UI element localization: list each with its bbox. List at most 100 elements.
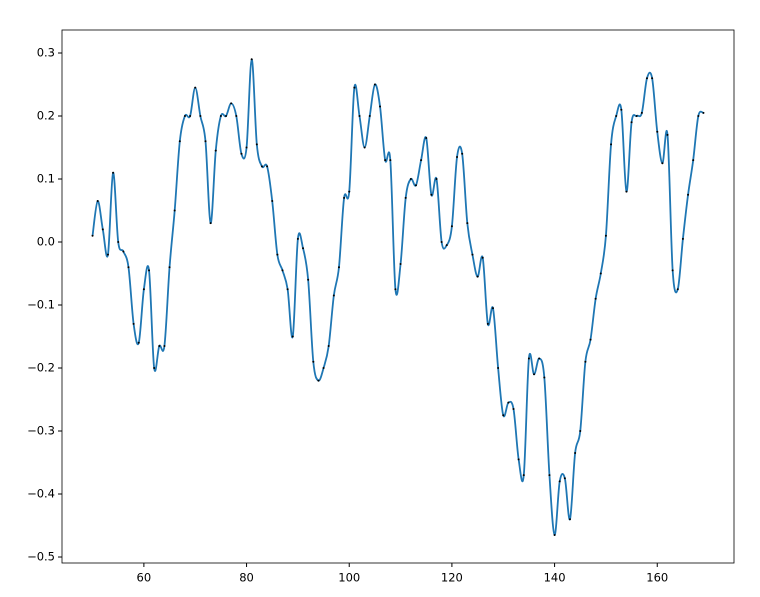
marker: [651, 77, 654, 80]
marker: [276, 253, 279, 256]
marker: [630, 121, 633, 124]
marker: [199, 114, 202, 117]
y-tick-label: −0.3: [27, 424, 55, 438]
marker: [538, 357, 541, 360]
marker: [235, 114, 238, 117]
marker: [153, 367, 156, 370]
marker: [461, 152, 464, 155]
marker: [255, 143, 258, 146]
x-tick-label: 140: [544, 571, 566, 585]
y-tick-label: −0.5: [27, 550, 55, 564]
marker: [96, 200, 99, 203]
marker: [281, 269, 284, 272]
marker: [687, 193, 690, 196]
marker: [450, 225, 453, 228]
marker: [219, 114, 222, 117]
marker: [137, 341, 140, 344]
marker: [543, 376, 546, 379]
marker: [568, 518, 571, 521]
marker: [142, 288, 145, 291]
marker: [122, 250, 125, 253]
marker: [656, 130, 659, 133]
marker: [343, 196, 346, 199]
marker: [245, 146, 248, 149]
marker: [491, 307, 494, 310]
marker: [409, 178, 412, 181]
x-tick-label: 120: [441, 571, 463, 585]
marker: [240, 152, 243, 155]
marker: [517, 458, 520, 461]
marker: [456, 155, 459, 158]
marker: [112, 171, 115, 174]
marker: [302, 247, 305, 250]
marker: [445, 244, 448, 247]
y-tick-label: −0.1: [27, 298, 55, 312]
marker: [420, 159, 423, 162]
marker: [558, 480, 561, 483]
marker: [189, 114, 192, 117]
marker: [106, 253, 109, 256]
marker: [676, 288, 679, 291]
marker: [502, 414, 505, 417]
marker: [635, 114, 638, 117]
marker: [702, 111, 705, 114]
marker: [266, 165, 269, 168]
marker: [183, 114, 186, 117]
marker: [317, 379, 320, 382]
marker: [425, 137, 428, 140]
marker: [127, 266, 130, 269]
marker: [286, 288, 289, 291]
marker: [307, 278, 310, 281]
marker: [250, 58, 253, 61]
marker: [466, 222, 469, 225]
marker: [563, 477, 566, 480]
marker: [574, 452, 577, 455]
x-tick-label: 100: [338, 571, 360, 585]
marker: [640, 111, 643, 114]
x-tick-label: 80: [239, 571, 254, 585]
marker: [368, 114, 371, 117]
marker: [204, 140, 207, 143]
marker: [486, 322, 489, 325]
marker: [697, 114, 700, 117]
marker: [661, 162, 664, 165]
marker: [671, 269, 674, 272]
marker: [158, 344, 161, 347]
marker: [533, 373, 536, 376]
y-tick-label: 0.1: [37, 172, 55, 186]
marker: [296, 237, 299, 240]
marker: [440, 241, 443, 244]
marker: [471, 253, 474, 256]
marker: [230, 102, 233, 105]
marker: [414, 184, 417, 187]
y-tick-label: 0.2: [37, 108, 55, 122]
marker: [348, 190, 351, 193]
marker: [522, 474, 525, 477]
marker: [692, 159, 695, 162]
marker: [584, 360, 587, 363]
marker: [604, 234, 607, 237]
marker: [101, 228, 104, 231]
marker: [394, 288, 397, 291]
y-tick-label: 0.0: [37, 235, 55, 249]
y-tick-label: −0.2: [27, 361, 55, 375]
marker: [209, 222, 212, 225]
marker: [681, 237, 684, 240]
marker: [553, 533, 556, 536]
marker: [389, 159, 392, 162]
marker: [373, 83, 376, 86]
marker: [194, 86, 197, 89]
marker: [163, 344, 166, 347]
marker: [271, 200, 274, 203]
marker: [430, 193, 433, 196]
y-tick-label: −0.4: [27, 487, 55, 501]
marker: [625, 190, 628, 193]
marker: [168, 266, 171, 269]
marker: [173, 209, 176, 212]
marker: [148, 269, 151, 272]
marker: [214, 149, 217, 152]
marker: [615, 114, 618, 117]
marker: [291, 335, 294, 338]
marker: [507, 401, 510, 404]
